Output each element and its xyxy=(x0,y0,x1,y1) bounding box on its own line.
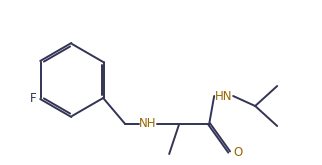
Text: NH: NH xyxy=(138,117,156,131)
Text: O: O xyxy=(233,146,242,159)
Text: F: F xyxy=(30,92,37,104)
Text: HN: HN xyxy=(214,89,232,102)
